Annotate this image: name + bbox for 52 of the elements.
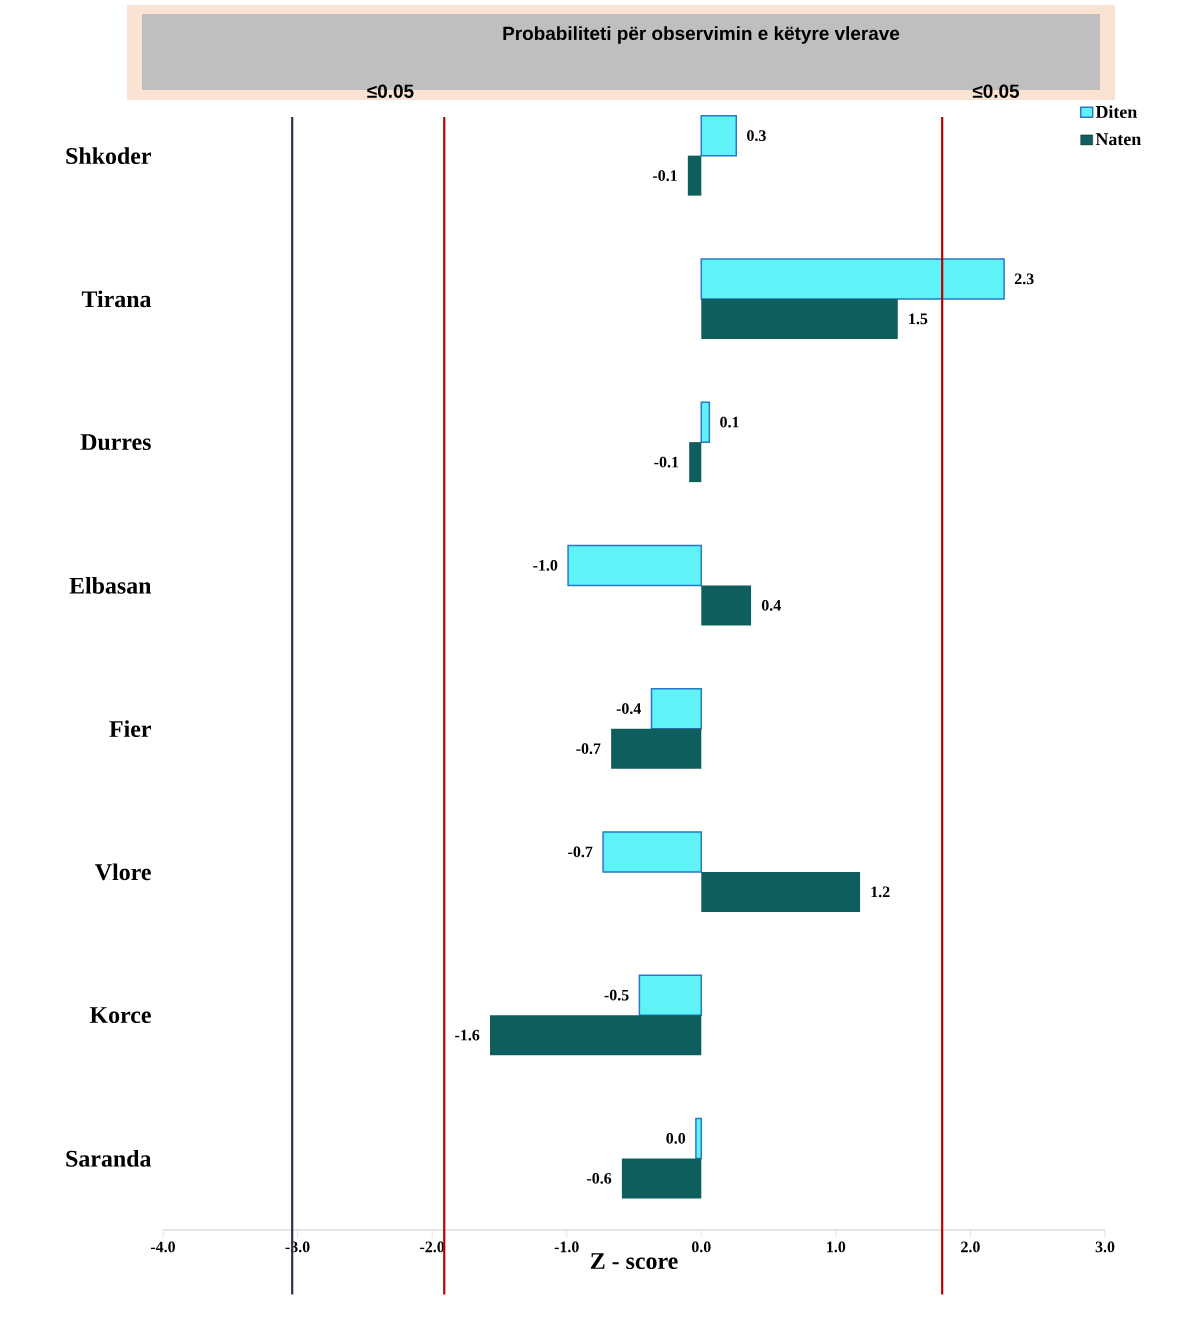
data-label: -0.7	[576, 743, 601, 755]
data-label: -0.5	[604, 989, 629, 1001]
y-tick-label: Korce	[89, 1007, 151, 1024]
bar	[602, 831, 703, 873]
data-label: 1.2	[871, 886, 890, 898]
data-label: -0.7	[568, 846, 593, 858]
y-tick-label: Fier	[109, 720, 151, 738]
ref-line-label: ≤0.05	[972, 84, 1020, 98]
x-axis-title: Z - score	[590, 1253, 678, 1270]
y-tick-label: Durres	[80, 434, 151, 451]
y-tick-label: Elbasan	[69, 576, 152, 594]
bar	[611, 728, 702, 769]
bar	[701, 871, 861, 912]
x-tick-label: 2.0	[961, 1241, 980, 1253]
data-label: -0.6	[587, 1172, 612, 1184]
data-label: 0.1	[720, 416, 739, 428]
y-tick-label: Saranda	[66, 1149, 152, 1167]
bar	[689, 442, 702, 483]
data-label: 1.5	[909, 313, 928, 325]
legend-label: Naten	[1095, 133, 1141, 146]
data-label: 0.3	[747, 130, 766, 142]
x-tick-label: 3.0	[1095, 1241, 1115, 1253]
data-label: -1.0	[533, 559, 558, 571]
bar	[567, 544, 703, 587]
legend-label: Diten	[1095, 105, 1137, 118]
data-label: -0.1	[654, 456, 679, 468]
bar	[701, 298, 898, 339]
y-tick-label: Tirana	[81, 290, 152, 308]
data-label: -1.6	[455, 1029, 480, 1041]
x-tick-label: 0.0	[691, 1241, 711, 1253]
bar	[701, 585, 752, 626]
bar	[700, 258, 1005, 300]
bar	[700, 401, 711, 443]
y-tick-label: Shkoder	[66, 147, 151, 165]
bar	[650, 687, 703, 730]
data-label: -0.1	[652, 170, 677, 182]
data-label: 2.3	[1014, 273, 1034, 285]
y-tick-label: Vlore	[95, 863, 151, 881]
chart-title: Probabiliteti për observimin e këtyre vlerave	[503, 26, 900, 44]
bar	[700, 114, 738, 157]
bar	[621, 1158, 702, 1199]
x-tick-label: 1.0	[827, 1241, 846, 1253]
bar	[695, 1117, 703, 1160]
bar	[638, 974, 703, 1016]
data-label: -0.4	[616, 703, 641, 715]
data-label: 0.0	[666, 1132, 686, 1144]
ref-line-label: ≤0.05	[367, 84, 414, 98]
x-tick-label: -1.0	[554, 1241, 579, 1253]
bar	[490, 1015, 702, 1056]
bar	[687, 155, 702, 196]
x-tick-label: -4.0	[150, 1241, 175, 1253]
data-label: 0.4	[761, 599, 781, 611]
